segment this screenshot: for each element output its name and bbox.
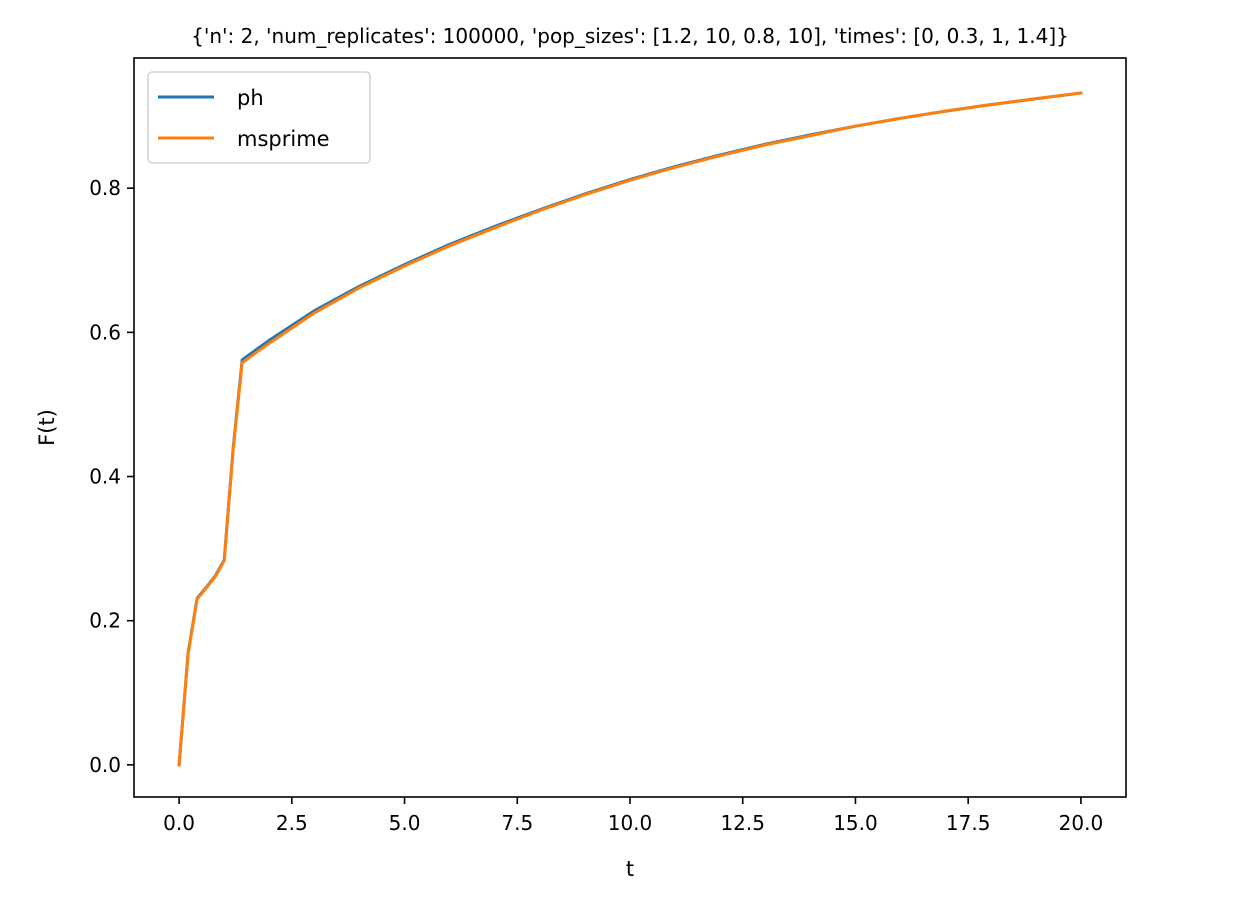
x-tick-label: 20.0 (1059, 811, 1104, 835)
x-tick-label: 0.0 (163, 811, 195, 835)
plot-area (177, 91, 1083, 767)
y-axis-label: F(t) (35, 409, 59, 446)
x-tick-label: 7.5 (501, 811, 533, 835)
y-tick-label: 0.8 (89, 176, 121, 200)
x-tick-label: 5.0 (389, 811, 421, 835)
y-tick-label: 0.2 (89, 609, 121, 633)
axes-frame (133, 57, 1127, 798)
x-tick-label: 12.5 (720, 811, 765, 835)
legend-label-ph: ph (237, 86, 264, 110)
y-tick-label: 0.0 (89, 753, 121, 777)
x-tick-label: 17.5 (946, 811, 991, 835)
series-line-ph (177, 91, 1083, 767)
x-tick-label: 10.0 (608, 811, 653, 835)
y-tick-label: 0.4 (89, 465, 121, 489)
x-axis: 0.0 2.5 5.0 7.5 10.0 12.5 15.0 17.5 20.0 (163, 797, 1103, 835)
x-tick-label: 2.5 (276, 811, 308, 835)
legend-box (147, 71, 371, 164)
legend-label-msprime: msprime (237, 127, 330, 151)
legend: ph msprime (147, 71, 371, 164)
y-axis: 0.0 0.2 0.4 0.6 0.8 (89, 176, 134, 777)
chart-title: {'n': 2, 'num_replicates': 100000, 'pop_… (191, 24, 1069, 48)
x-tick-label: 15.0 (833, 811, 878, 835)
series-line-msprime (177, 91, 1083, 767)
y-tick-label: 0.6 (89, 320, 121, 344)
x-axis-label: t (626, 857, 634, 881)
